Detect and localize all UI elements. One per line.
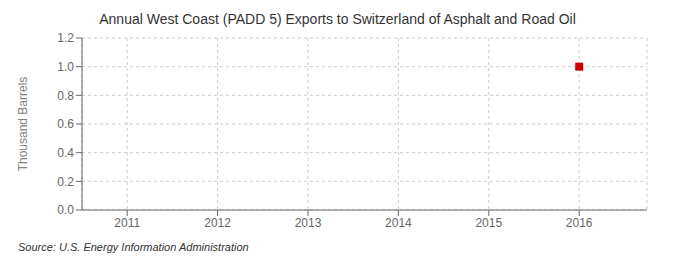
svg-text:Thousand Barrels: Thousand Barrels — [16, 77, 30, 172]
svg-text:1.2: 1.2 — [57, 31, 74, 45]
html-text:Annual West Coast (PADD 5) Exp: Annual West Coast (PADD 5) Exports to Sw… — [99, 11, 576, 27]
svg-text:2011: 2011 — [114, 216, 140, 230]
svg-text:2016: 2016 — [566, 216, 593, 230]
html-text:Source: U.S. Energy Informatio: Source: U.S. Energy Information Administ… — [18, 241, 249, 253]
svg-text:0.8: 0.8 — [57, 89, 74, 103]
svg-text:0.4: 0.4 — [57, 146, 74, 160]
svg-text:2014: 2014 — [385, 216, 412, 230]
svg-text:2015: 2015 — [475, 216, 502, 230]
svg-text:2013: 2013 — [295, 216, 322, 230]
svg-text:0.6: 0.6 — [57, 117, 74, 131]
svg-text:2012: 2012 — [204, 216, 231, 230]
svg-text:1.0: 1.0 — [57, 60, 74, 74]
svg-text:0.2: 0.2 — [57, 175, 74, 189]
svg-text:0.0: 0.0 — [57, 203, 74, 217]
